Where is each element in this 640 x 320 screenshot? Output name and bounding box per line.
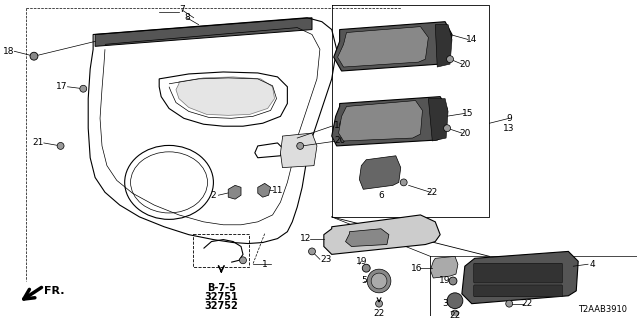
- Text: 6: 6: [378, 191, 384, 200]
- Polygon shape: [339, 100, 422, 141]
- Text: 23: 23: [320, 255, 332, 264]
- Polygon shape: [338, 27, 428, 67]
- FancyBboxPatch shape: [474, 263, 563, 283]
- Text: 20: 20: [334, 137, 346, 146]
- Text: FR.: FR.: [44, 286, 65, 296]
- Circle shape: [308, 248, 316, 255]
- FancyBboxPatch shape: [474, 285, 563, 297]
- Text: 1: 1: [262, 260, 268, 269]
- Text: 2: 2: [211, 191, 216, 200]
- Text: 22: 22: [373, 309, 385, 318]
- Circle shape: [239, 257, 246, 264]
- Polygon shape: [435, 25, 452, 67]
- Text: 22: 22: [449, 311, 461, 320]
- Circle shape: [362, 264, 370, 272]
- Text: 18: 18: [3, 47, 14, 56]
- Circle shape: [506, 300, 513, 307]
- Text: 19: 19: [356, 257, 367, 266]
- Polygon shape: [359, 156, 401, 189]
- Text: 5: 5: [362, 276, 367, 285]
- Text: T2AAB3910: T2AAB3910: [579, 305, 627, 314]
- Polygon shape: [324, 215, 440, 254]
- Polygon shape: [462, 252, 578, 304]
- Text: 32751: 32751: [204, 292, 238, 302]
- Polygon shape: [332, 97, 447, 146]
- Text: 21: 21: [33, 139, 44, 148]
- Circle shape: [297, 142, 303, 149]
- Text: 22: 22: [522, 299, 532, 308]
- Text: B-7-5: B-7-5: [207, 283, 236, 293]
- Polygon shape: [95, 18, 312, 46]
- Text: 20: 20: [459, 60, 470, 68]
- Polygon shape: [428, 99, 448, 141]
- Polygon shape: [176, 77, 275, 115]
- Circle shape: [447, 56, 454, 63]
- Circle shape: [367, 269, 391, 293]
- Polygon shape: [346, 229, 389, 246]
- Text: 9: 9: [506, 114, 512, 123]
- Circle shape: [400, 179, 407, 186]
- Text: 7: 7: [179, 5, 185, 14]
- Text: 8: 8: [184, 13, 189, 22]
- Text: 15: 15: [462, 109, 474, 118]
- Text: 20: 20: [459, 129, 470, 138]
- Text: 12: 12: [300, 234, 312, 243]
- Text: 3: 3: [442, 299, 448, 308]
- Text: 17: 17: [56, 82, 67, 91]
- Text: 14: 14: [466, 35, 477, 44]
- Circle shape: [80, 85, 87, 92]
- Text: 22: 22: [427, 188, 438, 197]
- Circle shape: [30, 52, 38, 60]
- Text: 32752: 32752: [204, 301, 238, 311]
- Circle shape: [376, 300, 383, 307]
- Polygon shape: [333, 22, 452, 71]
- Circle shape: [444, 125, 451, 132]
- Polygon shape: [280, 133, 317, 168]
- Circle shape: [447, 293, 463, 308]
- Text: 10: 10: [334, 121, 346, 130]
- Circle shape: [452, 310, 458, 317]
- Circle shape: [449, 277, 457, 285]
- Circle shape: [57, 142, 64, 149]
- Text: 11: 11: [272, 186, 284, 195]
- Text: 13: 13: [504, 124, 515, 133]
- Text: 19: 19: [440, 276, 451, 285]
- Polygon shape: [258, 183, 271, 197]
- Circle shape: [371, 273, 387, 289]
- Text: 4: 4: [589, 260, 595, 269]
- Text: 16: 16: [411, 264, 422, 273]
- Polygon shape: [228, 185, 241, 199]
- Polygon shape: [430, 256, 458, 278]
